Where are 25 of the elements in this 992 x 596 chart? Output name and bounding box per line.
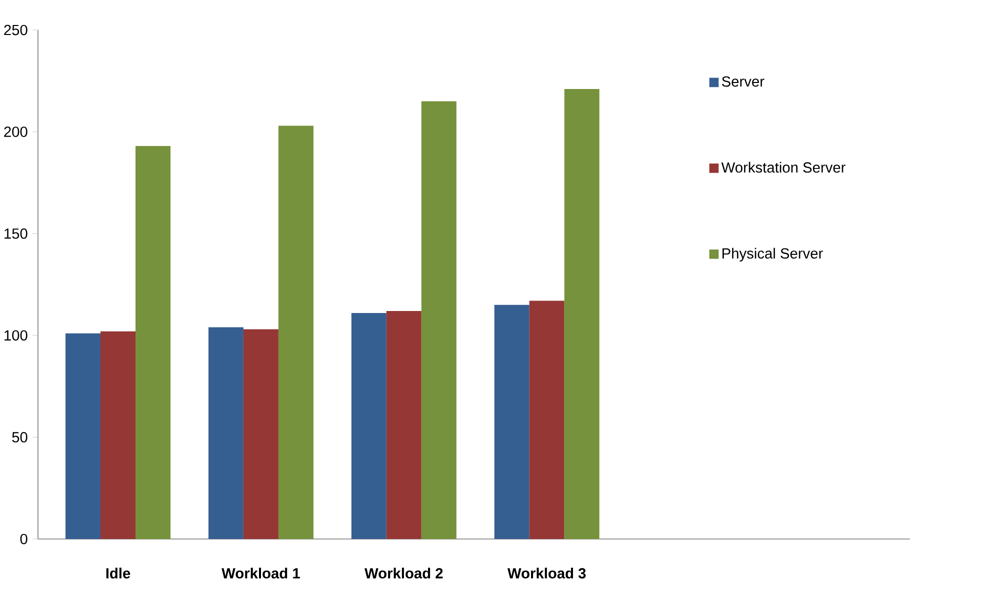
bar bbox=[66, 333, 100, 539]
legend-label: Workstation Server bbox=[721, 162, 846, 173]
bar bbox=[208, 327, 244, 539]
bar bbox=[278, 126, 314, 539]
x-tick-label: Idle bbox=[106, 568, 130, 578]
legend-label: Server bbox=[722, 76, 764, 87]
x-tick-label: Workload 3 bbox=[507, 568, 586, 579]
y-tick-label: 200 bbox=[4, 126, 28, 137]
y-tick-label: 50 bbox=[12, 432, 28, 442]
bar bbox=[529, 300, 564, 539]
x-tick-label: Workload 2 bbox=[364, 568, 443, 578]
bar bbox=[136, 146, 170, 539]
bar bbox=[494, 304, 530, 539]
bar bbox=[421, 101, 456, 539]
bar bbox=[351, 313, 386, 539]
bar bbox=[100, 331, 136, 539]
y-tick-label: 0 bbox=[20, 534, 28, 544]
legend-label: Physical Server bbox=[722, 248, 823, 262]
y-tick-label: 250 bbox=[4, 24, 28, 36]
y-tick-label: 100 bbox=[4, 330, 28, 341]
x-tick-label: Workload 1 bbox=[222, 568, 300, 578]
bar bbox=[564, 89, 600, 539]
bar bbox=[386, 310, 422, 539]
y-tick-label: 150 bbox=[4, 228, 28, 239]
bar bbox=[243, 329, 278, 539]
